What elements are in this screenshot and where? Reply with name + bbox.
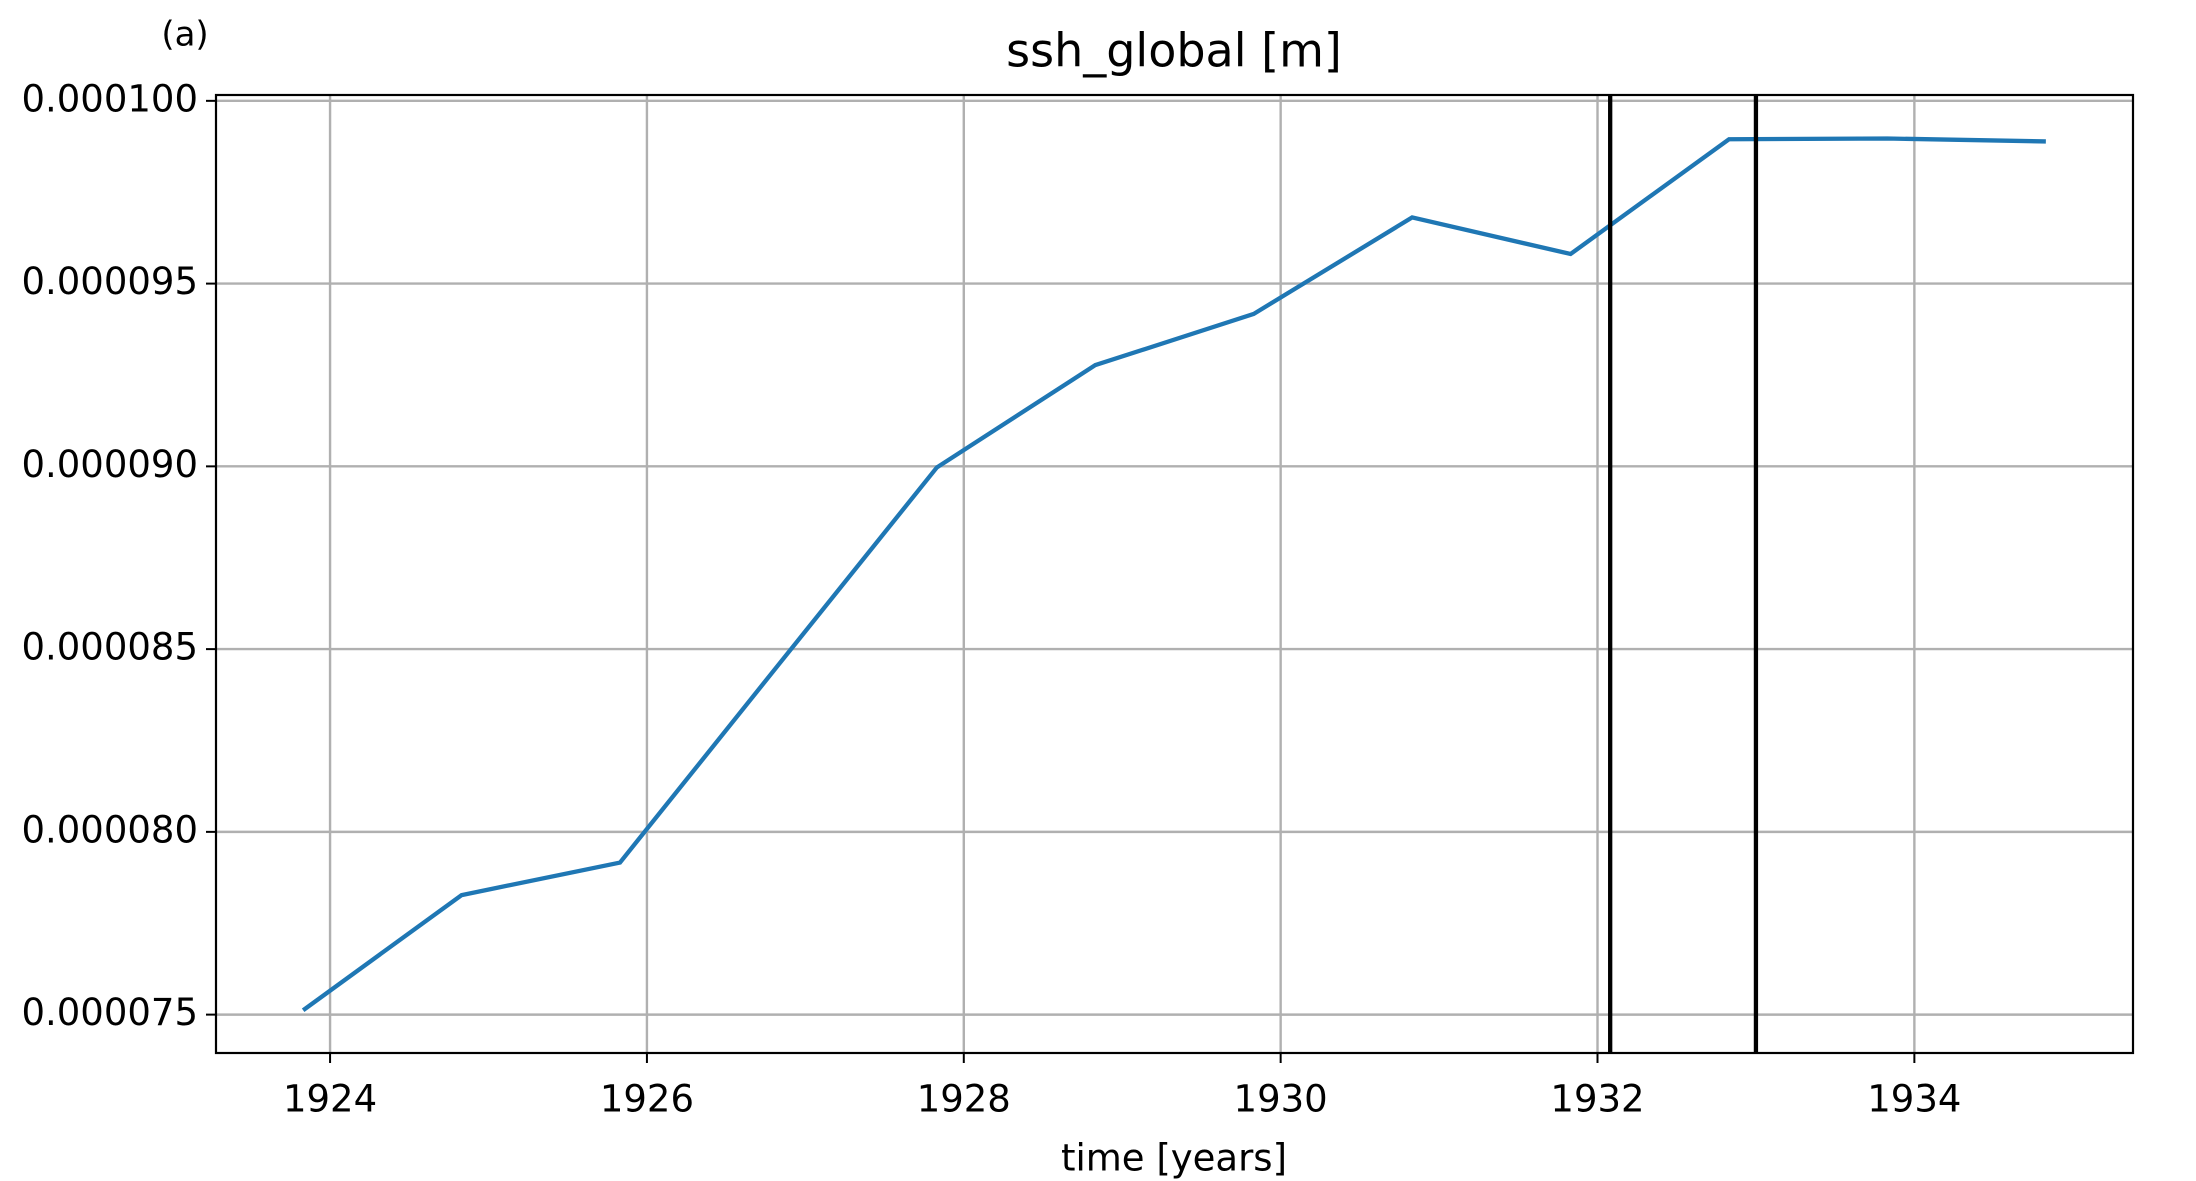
panel-label: (a) [161, 15, 208, 55]
x-tick-label: 1928 [917, 1078, 1011, 1121]
chart-title: ssh_global [m] [1006, 24, 1342, 78]
plot-frame [214, 93, 2135, 1055]
x-axis-label: time [years] [1061, 1137, 1287, 1180]
x-tick-label: 1924 [283, 1078, 377, 1121]
x-tick-label: 1932 [1550, 1078, 1644, 1121]
y-tick-label: 0.000095 [21, 260, 198, 303]
y-tick-label: 0.000085 [21, 626, 198, 669]
y-tick-label: 0.000075 [21, 991, 198, 1034]
x-tick-label: 1934 [1867, 1078, 1961, 1121]
y-tick-label: 0.000100 [21, 77, 198, 120]
y-tick-label: 0.000090 [21, 443, 198, 486]
y-tick-label: 0.000080 [21, 808, 198, 851]
x-tick-label: 1930 [1234, 1078, 1328, 1121]
data-line [301, 136, 2046, 1012]
x-tick-label: 1926 [600, 1078, 694, 1121]
